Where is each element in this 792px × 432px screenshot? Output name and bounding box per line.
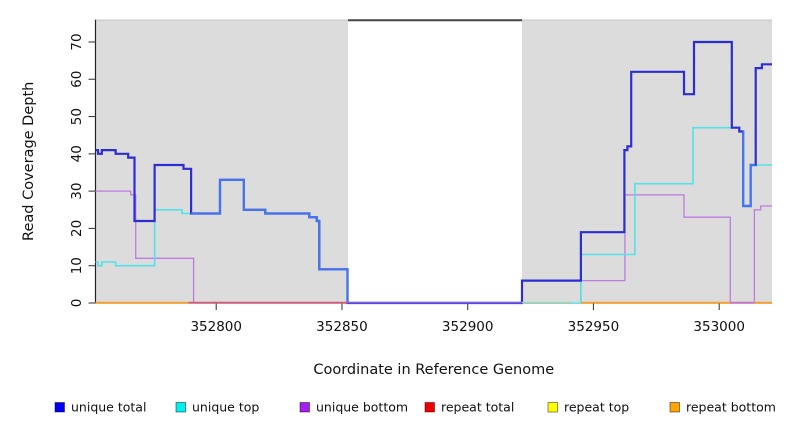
legend-label: unique bottom	[316, 400, 408, 415]
x-tick-label-4: 353000	[693, 319, 745, 335]
legend: unique total unique top unique bottom repea…	[54, 400, 776, 415]
x-tick-label-1: 352850	[316, 319, 368, 335]
x-tick-label-0: 352800	[190, 319, 242, 335]
x-axis-title: Coordinate in Reference Genome	[313, 362, 554, 378]
legend-label: unique top	[192, 400, 259, 415]
legend-label: unique total	[71, 400, 146, 415]
masked-region-right	[522, 19, 772, 303]
y-tick-label-2: 20	[69, 220, 85, 237]
legend-swatch	[424, 402, 435, 413]
legend-item-unique-top: unique top	[175, 400, 259, 415]
y-tick-label-4: 40	[69, 145, 85, 162]
masked-region-left	[96, 19, 348, 303]
plot-area	[95, 40, 772, 305]
axes: 352800 352850 352900 352950 353000 0 10 20 30 40 5…	[21, 19, 772, 378]
y-axis-title: Read Coverage Depth	[21, 82, 37, 241]
legend-label: repeat total	[441, 400, 514, 415]
series-unique-total	[742, 130, 756, 208]
x-tick-label-2: 352900	[442, 319, 494, 335]
legend-swatch	[299, 402, 310, 413]
y-tick-label-5: 50	[69, 108, 85, 125]
legend-swatch	[175, 402, 186, 413]
series-unique-bottom	[95, 190, 772, 304]
series-unique-total	[191, 178, 349, 303]
legend-swatch	[54, 402, 65, 413]
x-tick-label-3: 352950	[568, 319, 620, 335]
y-tick-label-1: 10	[69, 257, 85, 274]
legend-swatch	[547, 402, 558, 413]
y-tick-label-3: 30	[69, 183, 85, 200]
legend-swatch	[669, 402, 680, 413]
legend-item-unique-total: unique total	[54, 400, 146, 415]
legend-label: repeat bottom	[686, 400, 776, 415]
legend-item-repeat-top: repeat top	[547, 400, 629, 415]
legend-item-repeat-total: repeat total	[424, 400, 514, 415]
legend-item-unique-bottom: unique bottom	[299, 400, 408, 415]
legend-item-repeat-bottom: repeat bottom	[669, 400, 776, 415]
y-tick-label-0: 0	[69, 299, 85, 308]
legend-label: repeat top	[564, 400, 629, 415]
y-tick-label-6: 60	[69, 71, 85, 88]
plot-background	[95, 19, 772, 303]
y-tick-label-7: 70	[69, 33, 85, 50]
